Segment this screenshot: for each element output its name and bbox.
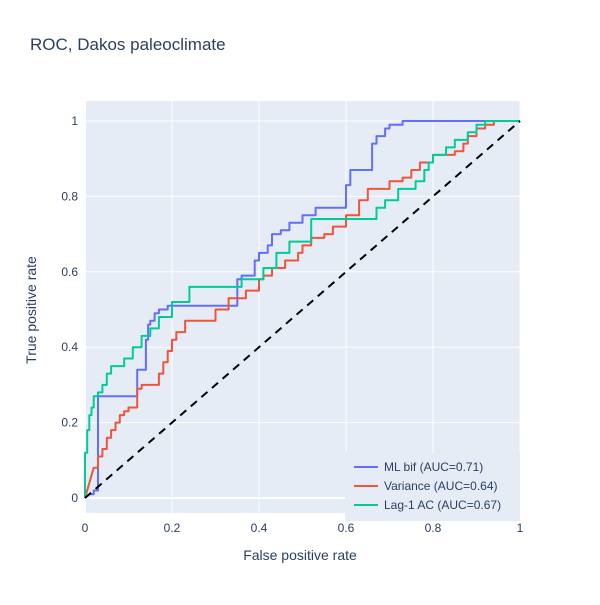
series-layer <box>84 120 521 499</box>
x-tick-label: 0.6 <box>338 521 355 535</box>
tick-layer: 0 0.2 0.4 0.6 0.8 1 0 0.2 0.4 0.6 0.8 1 <box>61 114 523 535</box>
legend-label: Variance (AUC=0.64) <box>384 479 498 493</box>
y-axis-title: True positive rate <box>23 256 39 364</box>
x-tick-label: 0.2 <box>164 521 181 535</box>
series-line-2 <box>84 120 520 498</box>
y-tick-label: 0.2 <box>61 416 78 430</box>
plot-area-background <box>84 101 520 513</box>
diagonal-reference-line <box>84 120 521 499</box>
x-tick-label: 0 <box>82 521 89 535</box>
x-tick-label: 1 <box>517 521 524 535</box>
y-tick-label: 0.8 <box>61 189 78 203</box>
y-tick-label: 0.6 <box>61 265 78 279</box>
y-tick-label: 0 <box>71 491 78 505</box>
series-line-0 <box>84 120 520 499</box>
chart-title: ROC, Dakos paleoclimate <box>30 35 226 54</box>
grid-layer <box>84 101 521 513</box>
x-tick-label: 0.8 <box>425 521 442 535</box>
x-axis-title: False positive rate <box>243 547 357 563</box>
legend-label: Lag-1 AC (AUC=0.67) <box>384 498 501 512</box>
y-tick-label: 0.4 <box>61 340 78 354</box>
y-tick-label: 1 <box>71 114 78 128</box>
legend-label: ML bif (AUC=0.71) <box>384 460 483 474</box>
legend: ML bif (AUC=0.71) Variance (AUC=0.64) Lag-… <box>345 453 520 521</box>
x-tick-label: 0.4 <box>251 521 268 535</box>
